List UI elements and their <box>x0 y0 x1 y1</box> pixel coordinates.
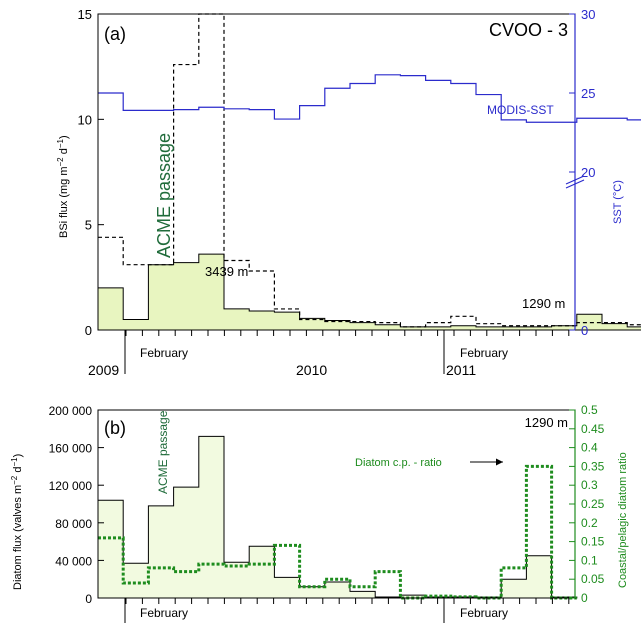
a-x-label: 2010 <box>296 362 327 378</box>
sst-label: MODIS-SST <box>487 103 554 117</box>
panel-a-y2label: SST (°C) <box>612 180 624 224</box>
b-y2-label: 0.45 <box>581 422 605 436</box>
b-y-label: 200 000 <box>49 404 93 418</box>
sst-series <box>98 75 641 122</box>
panel-a-x-axis: 2009 February 2010 2011 February <box>88 330 569 378</box>
panel-a-ylabel: BSi flux (mg m−2 d−1) <box>56 135 71 238</box>
acme-label-b: ACME passage <box>156 410 170 494</box>
b-y-label: 80 000 <box>55 517 92 531</box>
b-y2-label: 0.3 <box>581 478 598 492</box>
a-x-label: 2011 <box>446 362 476 378</box>
sst-line <box>98 75 641 122</box>
bsi-1290-area <box>98 254 641 330</box>
b-x-label: February <box>140 606 188 620</box>
b-y2-label: 0.5 <box>581 403 598 417</box>
b-y2-label: 0.35 <box>581 459 605 473</box>
a-y2-label: 20 <box>581 165 595 180</box>
b-y-label: 40 000 <box>55 554 92 568</box>
panel-b-y2label: Coastal/pelagic diatom ratio <box>617 452 629 588</box>
b-y2-label: 0.4 <box>581 441 598 455</box>
depth-label-b: 1290 m <box>525 415 568 430</box>
panel-a-right-axis: 0 20 25 30 <box>566 7 595 338</box>
panel-a: 0 5 10 15 0 20 25 30 2009 February 2010 2011 Febru… <box>56 7 641 378</box>
b-y2-label: 0 <box>581 591 588 605</box>
ratio-arrowhead <box>496 459 503 466</box>
depth-label-3439: 3439 m <box>205 264 248 279</box>
a-y-label: 15 <box>78 7 92 22</box>
bsi-1290-fill <box>98 254 641 330</box>
b-y2-label: 0.15 <box>581 535 605 549</box>
depth-label-1290: 1290 m <box>522 296 565 311</box>
b-y-label: 0 <box>85 592 92 606</box>
ratio-label: Diatom c.p. - ratio <box>355 457 442 469</box>
panel-a-label: (a) <box>104 24 126 44</box>
a-x-label: February <box>140 346 188 360</box>
a-y2-label: 30 <box>581 7 595 22</box>
b-y2-label: 0.05 <box>581 572 605 586</box>
a-x-label: 2009 <box>88 362 119 378</box>
a-y-label: 10 <box>78 112 92 127</box>
a-y-label: 5 <box>85 218 92 233</box>
b-y2-label: 0.25 <box>581 497 605 511</box>
panel-b: 0 40 000 80 000 120 000 160 000 200 000 0 0.05… <box>10 403 630 623</box>
b-y2-label: 0.1 <box>581 553 598 567</box>
b-y-label: 120 000 <box>49 479 93 493</box>
a-y2-label: 25 <box>581 86 595 101</box>
acme-label-a: ACME passage <box>154 133 174 258</box>
b-y-label: 160 000 <box>49 442 93 456</box>
a-x-label: February <box>460 346 508 360</box>
panel-b-ylabel: Diatom flux (valves m−2 d−1) <box>10 454 25 590</box>
b-x-label: February <box>460 606 508 620</box>
panel-b-left-axis: 0 40 000 80 000 120 000 160 000 200 000 <box>49 404 104 606</box>
a-y2-label: 0 <box>581 323 588 338</box>
panel-b-label: (b) <box>104 418 126 438</box>
panel-b-right-axis: 0 0.05 0.1 0.15 0.2 0.25 0.3 0.35 0.4 0.45 0.5 <box>569 403 605 605</box>
b-y2-label: 0.2 <box>581 516 598 530</box>
a-y-label: 0 <box>85 323 92 338</box>
station-label: CVOO - 3 <box>489 20 568 40</box>
